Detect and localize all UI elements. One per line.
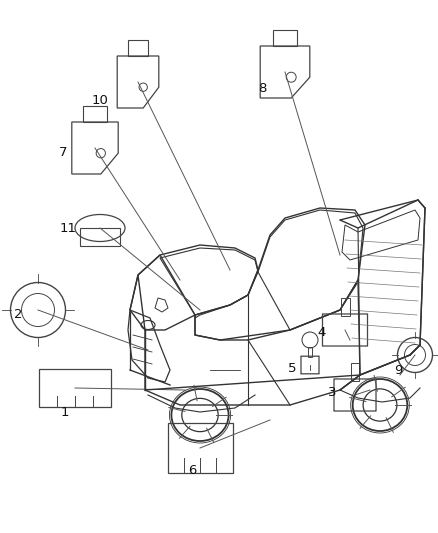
Text: 4: 4 (318, 326, 326, 338)
Text: 5: 5 (288, 361, 296, 375)
Text: 11: 11 (60, 222, 77, 235)
Text: 1: 1 (61, 406, 69, 418)
Text: 10: 10 (92, 93, 109, 107)
Text: 7: 7 (59, 146, 67, 158)
Text: 6: 6 (188, 464, 196, 477)
Text: 9: 9 (394, 364, 402, 376)
Text: 3: 3 (328, 385, 336, 399)
Text: 8: 8 (258, 82, 266, 94)
Text: 2: 2 (14, 309, 22, 321)
